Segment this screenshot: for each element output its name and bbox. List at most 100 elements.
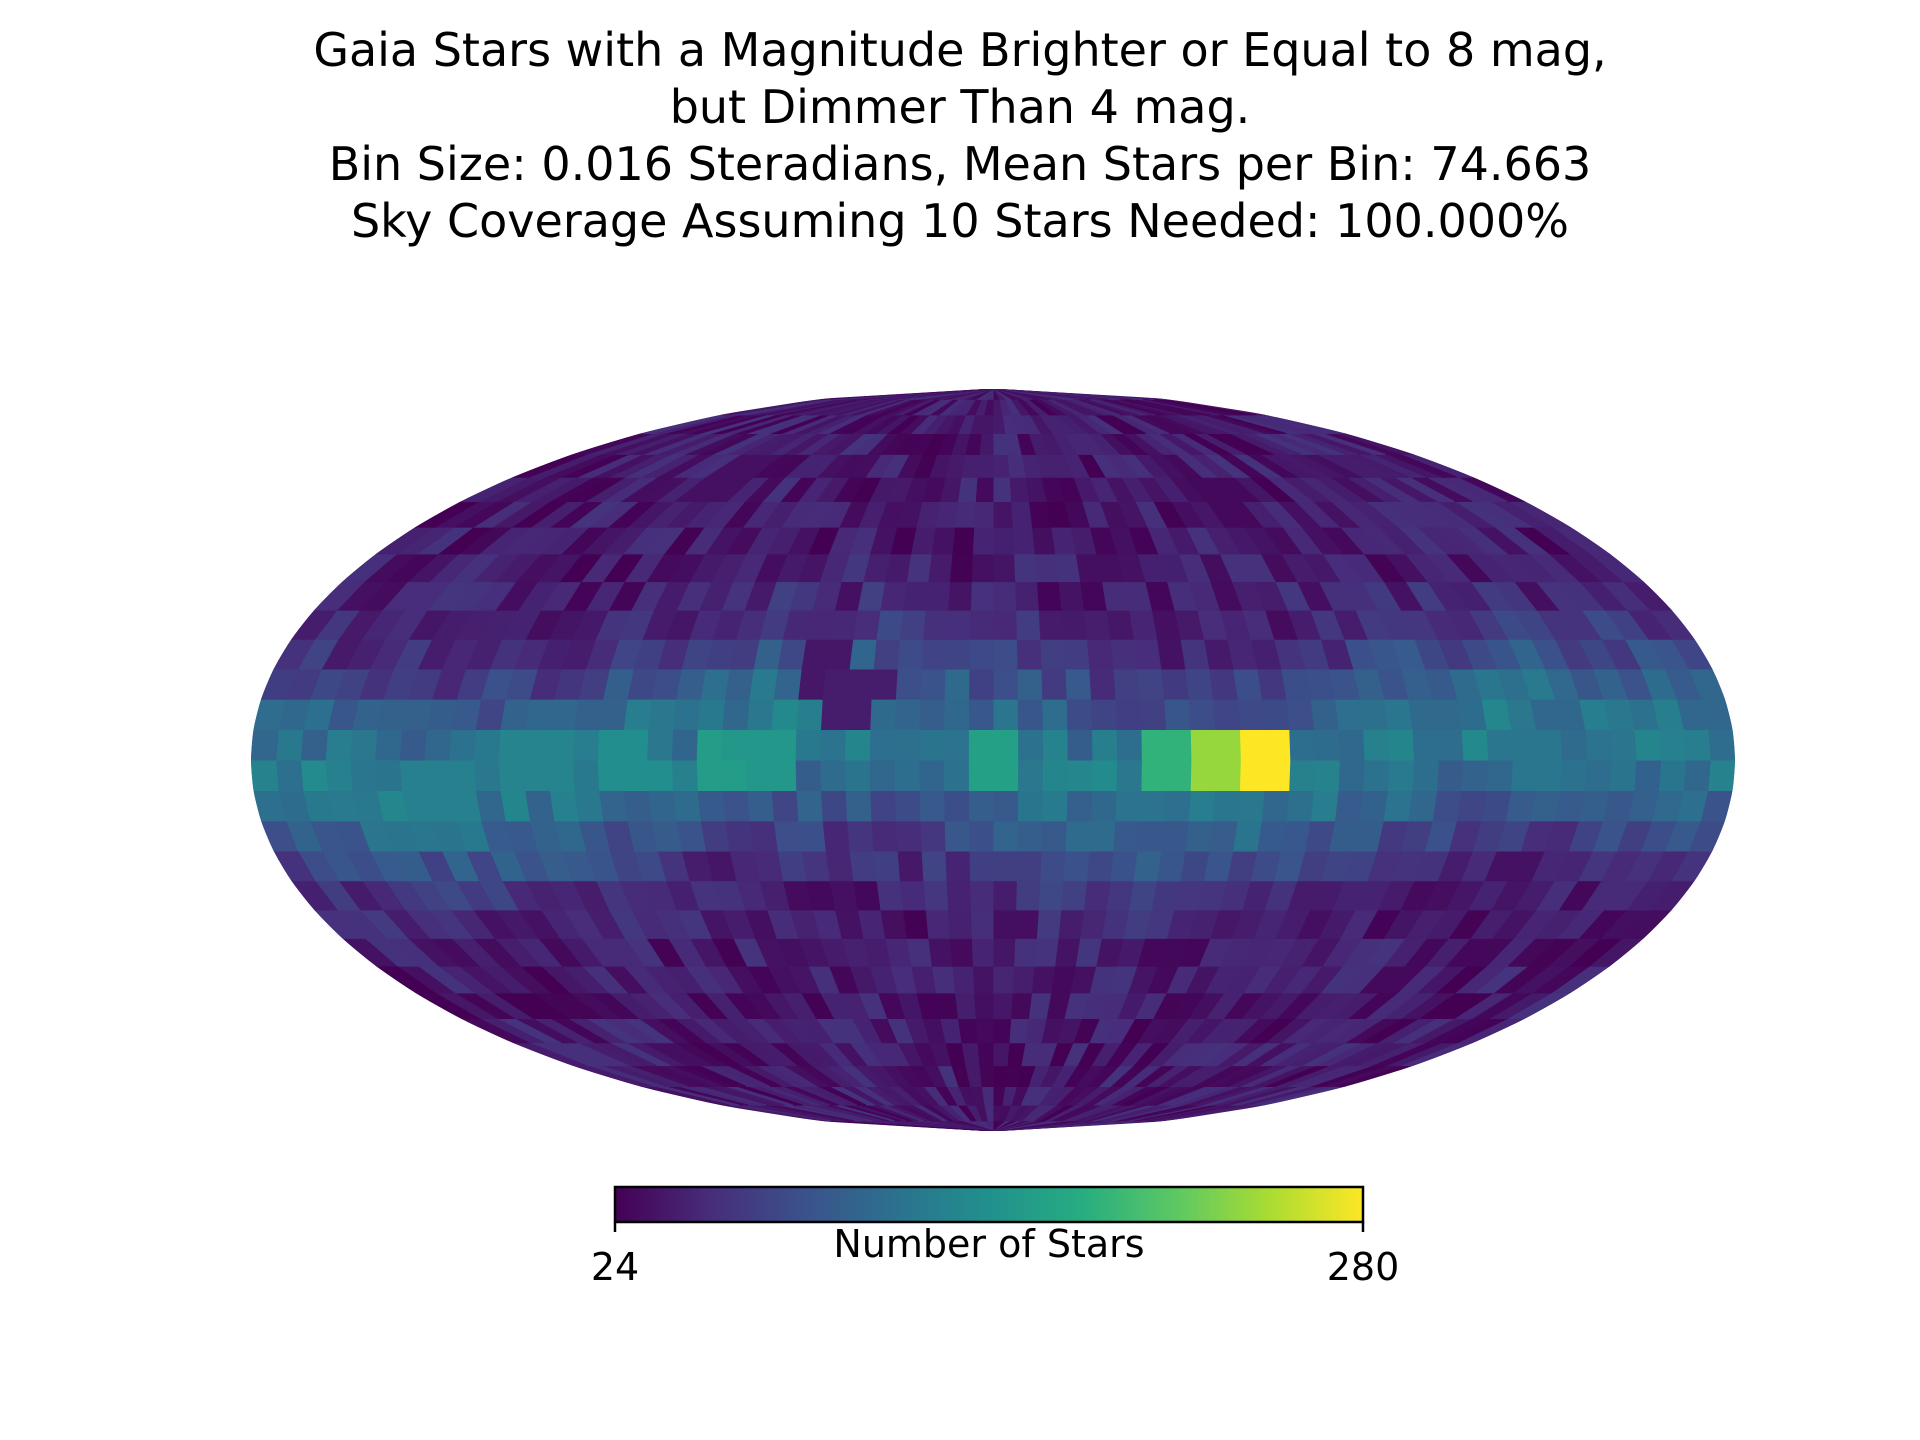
heatmap-cell [1041, 759, 1068, 791]
heatmap-cell [621, 759, 649, 791]
heatmap-cell [1288, 729, 1316, 761]
heatmap-cell [1030, 526, 1056, 555]
heatmap-cell [894, 820, 922, 852]
heatmap-cell [1559, 729, 1588, 761]
heatmap-cell [924, 581, 951, 611]
heatmap-cell [992, 553, 1016, 583]
heatmap-cell [927, 553, 953, 583]
heatmap-cell [942, 729, 969, 761]
heatmap-cell [1534, 729, 1563, 761]
heatmap-cell [821, 820, 850, 852]
heatmap-cell [1008, 476, 1030, 502]
heatmap-cell [795, 790, 823, 822]
heatmap-cell [1584, 759, 1612, 791]
heatmap-cell [794, 729, 822, 761]
heatmap-cell [824, 638, 854, 670]
heatmap-cell [992, 729, 1019, 761]
heatmap-cell [1109, 638, 1138, 670]
heatmap-cell [872, 850, 900, 882]
heatmap-cell [1013, 553, 1037, 583]
heatmap-cell [1187, 790, 1216, 822]
heatmap-cell [1062, 638, 1090, 670]
heatmap-cell [1115, 759, 1142, 791]
heatmap-cell [522, 759, 550, 791]
heatmap-cell [596, 759, 624, 791]
colorbar-gradient [613, 1185, 1365, 1224]
heatmap-cell [571, 729, 600, 761]
heatmap-cell [745, 790, 774, 822]
heatmap-cell [1212, 698, 1241, 730]
heatmap-cell [573, 698, 604, 730]
heatmap-cell [875, 609, 904, 640]
heatmap-cell [1010, 501, 1033, 528]
heatmap-cell [974, 476, 994, 502]
heatmap-cell [844, 790, 872, 822]
heatmap-cell [947, 909, 972, 939]
heatmap-cell [969, 581, 994, 611]
heatmap-cell [721, 698, 750, 730]
heatmap-cell [1037, 880, 1064, 911]
heatmap-cell [1090, 698, 1117, 730]
heatmap-cell [1041, 729, 1068, 761]
heatmap-cell [821, 668, 850, 700]
heatmap-cell [1362, 729, 1390, 761]
heatmap-cell [571, 759, 600, 791]
heatmap-cell [448, 759, 476, 791]
heatmap-cell [1163, 790, 1191, 822]
heatmap-cell [1079, 581, 1107, 611]
heatmap-cell [1682, 759, 1711, 791]
heatmap-cell [893, 790, 921, 822]
heatmap-cell [1016, 668, 1043, 700]
heatmap-cell [896, 638, 924, 670]
heatmap-cell [992, 1065, 1008, 1087]
heatmap-cell [992, 433, 1008, 455]
heatmap-cell [275, 759, 304, 791]
heatmap-cell [374, 759, 402, 791]
heatmap-cell [772, 820, 802, 852]
heatmap-cell [1054, 553, 1081, 583]
heatmap-cell [696, 790, 726, 822]
heatmap-cell [1386, 729, 1415, 761]
heatmap-cell [968, 850, 994, 882]
heatmap-cell [1114, 698, 1142, 730]
heatmap-cell [1163, 698, 1191, 730]
heatmap-cell [1334, 790, 1364, 822]
heatmap-cell [1140, 729, 1167, 761]
heatmap-cell [1407, 698, 1438, 730]
heatmap-cell [893, 698, 921, 730]
heatmap-cell [448, 729, 476, 761]
heatmap-cell [945, 609, 971, 640]
heatmap-cell [967, 759, 994, 791]
heatmap-cell [1236, 698, 1265, 730]
heatmap-cell [1411, 729, 1439, 761]
heatmap-cell [893, 759, 920, 791]
heatmap-cell [646, 759, 674, 791]
heatmap-cell [971, 965, 994, 994]
heatmap-cell [423, 759, 452, 791]
heatmap-cell [1057, 581, 1085, 611]
heatmap-cell [898, 880, 926, 911]
heatmap-cell [1114, 790, 1142, 822]
heatmap-cell [1017, 729, 1044, 761]
heatmap-cell [1208, 820, 1238, 852]
heatmap-cell [1091, 759, 1118, 791]
heatmap-cell [1066, 729, 1093, 761]
heatmap-cell [920, 638, 947, 670]
heatmap-cell [670, 759, 698, 791]
heatmap-cell [1090, 790, 1117, 822]
heatmap-cell [968, 820, 994, 852]
heatmap-cell [1485, 729, 1513, 761]
heatmap-cell [1189, 759, 1217, 791]
heatmap-cell [1263, 729, 1291, 761]
heatmap-cell [672, 698, 701, 730]
heatmap-cell [1682, 729, 1711, 761]
heatmap-cell [1015, 850, 1042, 882]
heatmap-cell [869, 698, 896, 730]
chart-title: Gaia Stars with a Magnitude Brighter or … [0, 22, 1920, 250]
heatmap-cell [1041, 790, 1068, 822]
heatmap-cell [1707, 759, 1735, 791]
heatmap-cell [918, 729, 945, 761]
colorbar: 24 280 Number of Stars [591, 1185, 1399, 1289]
heatmap-cell [1382, 790, 1413, 822]
